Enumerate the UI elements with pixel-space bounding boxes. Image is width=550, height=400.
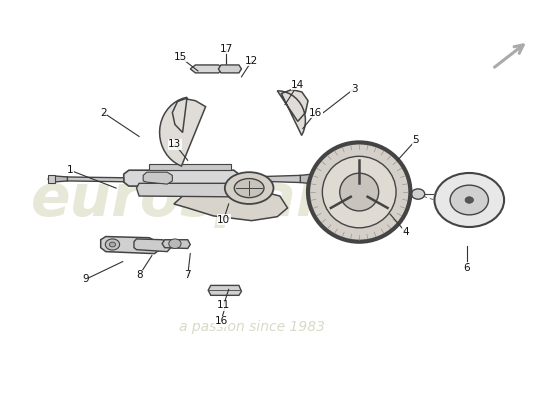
Text: 2: 2 — [100, 108, 107, 118]
Text: 11: 11 — [217, 300, 230, 310]
Polygon shape — [124, 170, 239, 186]
Polygon shape — [101, 236, 160, 254]
Ellipse shape — [340, 173, 378, 211]
Text: eurospares: eurospares — [31, 172, 400, 228]
Text: 8: 8 — [136, 270, 142, 280]
Polygon shape — [136, 183, 236, 197]
Polygon shape — [277, 90, 308, 136]
Text: 1: 1 — [67, 165, 73, 175]
Text: 13: 13 — [168, 139, 182, 149]
Polygon shape — [134, 239, 171, 252]
Polygon shape — [160, 97, 206, 166]
Circle shape — [105, 239, 120, 250]
Polygon shape — [174, 189, 288, 221]
Text: 16: 16 — [309, 108, 322, 118]
Ellipse shape — [234, 178, 264, 198]
Polygon shape — [218, 65, 241, 73]
Circle shape — [450, 185, 488, 215]
Text: 7: 7 — [184, 270, 191, 280]
Circle shape — [465, 197, 474, 203]
Text: 16: 16 — [214, 316, 228, 326]
Polygon shape — [190, 65, 223, 73]
Circle shape — [411, 189, 425, 199]
Text: 17: 17 — [219, 44, 233, 54]
Polygon shape — [60, 177, 124, 182]
Polygon shape — [48, 175, 54, 183]
Polygon shape — [300, 174, 320, 184]
Ellipse shape — [322, 156, 396, 228]
Polygon shape — [143, 172, 172, 184]
Text: 12: 12 — [245, 56, 258, 66]
Polygon shape — [249, 175, 305, 182]
Text: 9: 9 — [82, 274, 89, 284]
Circle shape — [434, 173, 504, 227]
Circle shape — [169, 239, 181, 248]
Text: 4: 4 — [402, 227, 409, 237]
Polygon shape — [48, 176, 68, 182]
Text: a passion since 1983: a passion since 1983 — [179, 320, 324, 334]
Text: 6: 6 — [464, 262, 470, 272]
Text: 3: 3 — [351, 84, 358, 94]
Circle shape — [109, 242, 116, 247]
Ellipse shape — [308, 142, 410, 242]
Text: 10: 10 — [217, 215, 230, 225]
Text: 15: 15 — [173, 52, 186, 62]
Text: 14: 14 — [291, 80, 304, 90]
Text: 5: 5 — [412, 136, 419, 146]
Polygon shape — [162, 240, 190, 248]
Polygon shape — [208, 286, 241, 295]
Polygon shape — [149, 164, 231, 170]
Ellipse shape — [225, 172, 273, 204]
